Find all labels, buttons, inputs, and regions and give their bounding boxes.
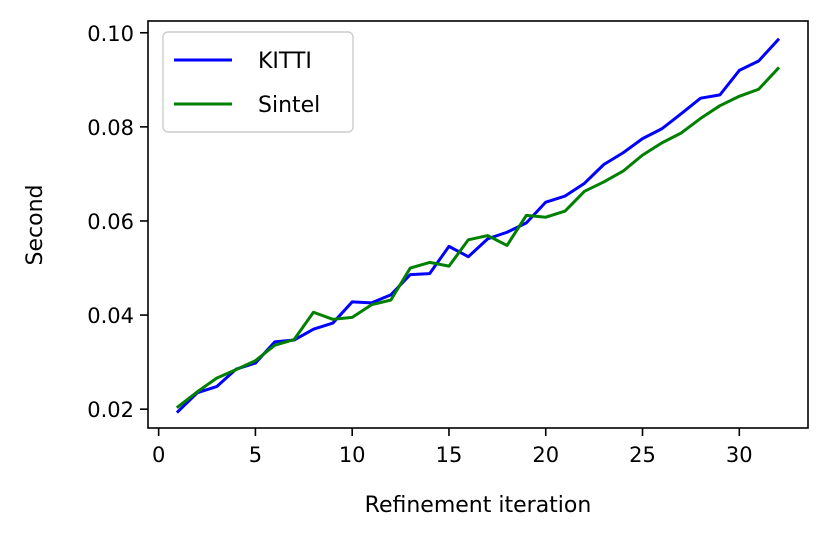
series-layer [175,37,781,414]
legend-label-kitti: KITTI [258,49,312,74]
x-tick-label: 25 [629,443,656,467]
series-line-kitti [175,37,781,414]
y-axis-ticks: 0.02 0.04 0.06 0.08 0.10 [87,22,148,422]
x-tick-label: 0 [152,443,165,467]
x-axis-ticks: 0 5 10 15 20 25 30 [152,428,753,467]
y-axis-label: Second [23,185,48,266]
y-tick-label: 0.08 [87,116,134,140]
x-tick-label: 15 [436,443,463,467]
series-line-sintel [175,66,781,409]
x-axis-label: Refinement iteration [365,493,592,518]
plot-frame [147,20,809,429]
y-tick-label: 0.04 [87,304,134,328]
legend: KITTI Sintel [162,31,354,133]
y-tick-label: 0.06 [87,210,134,234]
y-tick-label: 0.02 [87,398,134,422]
legend-box [162,31,354,133]
legend-label-sintel: Sintel [258,93,320,118]
y-tick-label: 0.10 [87,22,134,46]
x-tick-label: 20 [532,443,559,467]
x-tick-label: 30 [726,443,753,467]
x-tick-label: 10 [339,443,366,467]
x-tick-label: 5 [249,443,262,467]
